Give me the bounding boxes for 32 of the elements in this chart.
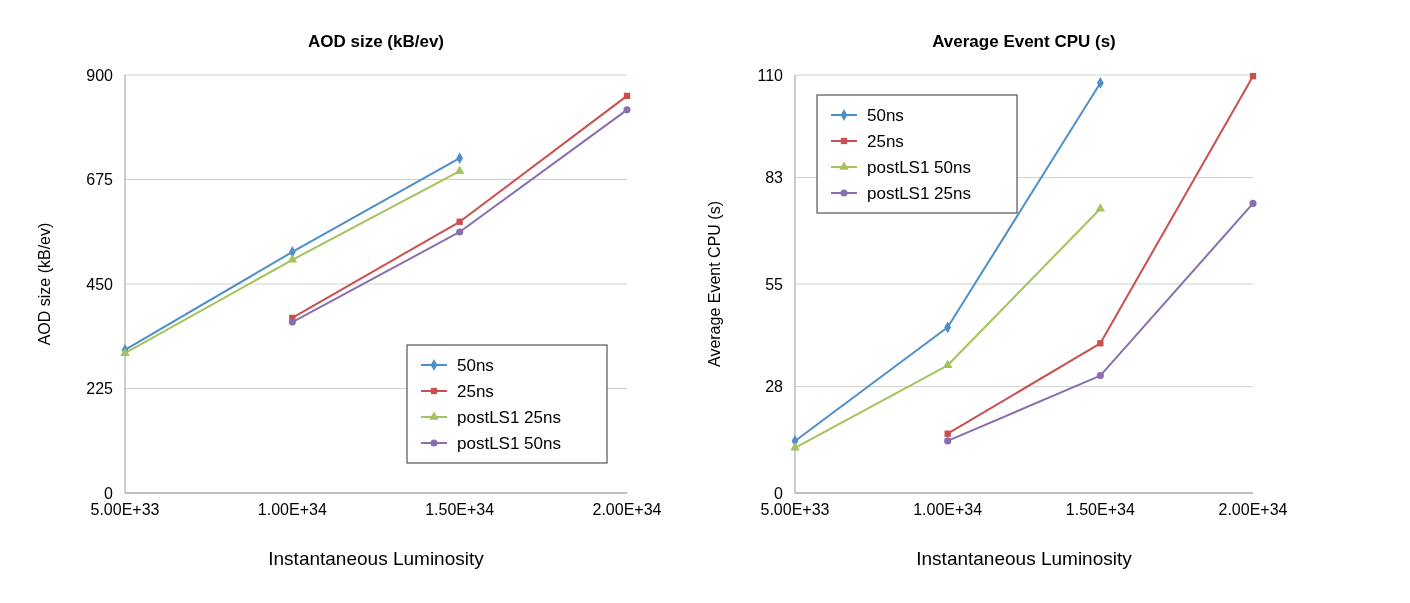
x-tick-label: 2.00E+34 xyxy=(1218,501,1288,518)
y-tick-label: 450 xyxy=(86,275,114,293)
y-tick-label: 225 xyxy=(86,380,114,398)
x-tick-label: 5.00E+33 xyxy=(760,501,830,518)
x-tick-label: 1.00E+34 xyxy=(913,501,983,518)
chart-title: AOD size (kB/ev) xyxy=(307,32,445,51)
legend-label: 25ns xyxy=(867,131,904,151)
y-axis-title: Average Event CPU (s) xyxy=(706,201,723,367)
x-axis-title: Instantaneous Luminosity xyxy=(916,548,1133,569)
x-tick-label: 5.00E+33 xyxy=(90,501,160,518)
legend-label: 25ns xyxy=(457,381,494,401)
legend-label: postLS1 25ns xyxy=(457,407,561,427)
y-tick-label: 28 xyxy=(765,378,784,396)
y-tick-label: 83 xyxy=(765,169,784,187)
legend-label: 50ns xyxy=(867,105,904,125)
y-axis-title: AOD size (kB/ev) xyxy=(36,222,53,346)
x-tick-label: 1.00E+34 xyxy=(257,501,327,518)
y-tick-label: 55 xyxy=(765,275,784,293)
x-tick-label: 1.50E+34 xyxy=(425,501,495,518)
x-axis-title: Instantaneous Luminosity xyxy=(268,548,485,569)
y-tick-label: 110 xyxy=(757,66,784,84)
legend-label: postLS1 50ns xyxy=(457,433,561,453)
legend-label: postLS1 25ns xyxy=(867,183,971,203)
legend-label: 50ns xyxy=(457,355,494,375)
y-tick-label: 900 xyxy=(86,66,114,84)
y-tick-label: 0 xyxy=(774,484,784,502)
x-tick-label: 1.50E+34 xyxy=(1065,501,1135,518)
chart-title: Average Event CPU (s) xyxy=(932,32,1116,51)
y-tick-label: 675 xyxy=(86,171,114,189)
y-tick-label: 0 xyxy=(104,484,114,502)
x-tick-label: 2.00E+34 xyxy=(592,501,662,518)
legend-label: postLS1 50ns xyxy=(867,157,971,177)
